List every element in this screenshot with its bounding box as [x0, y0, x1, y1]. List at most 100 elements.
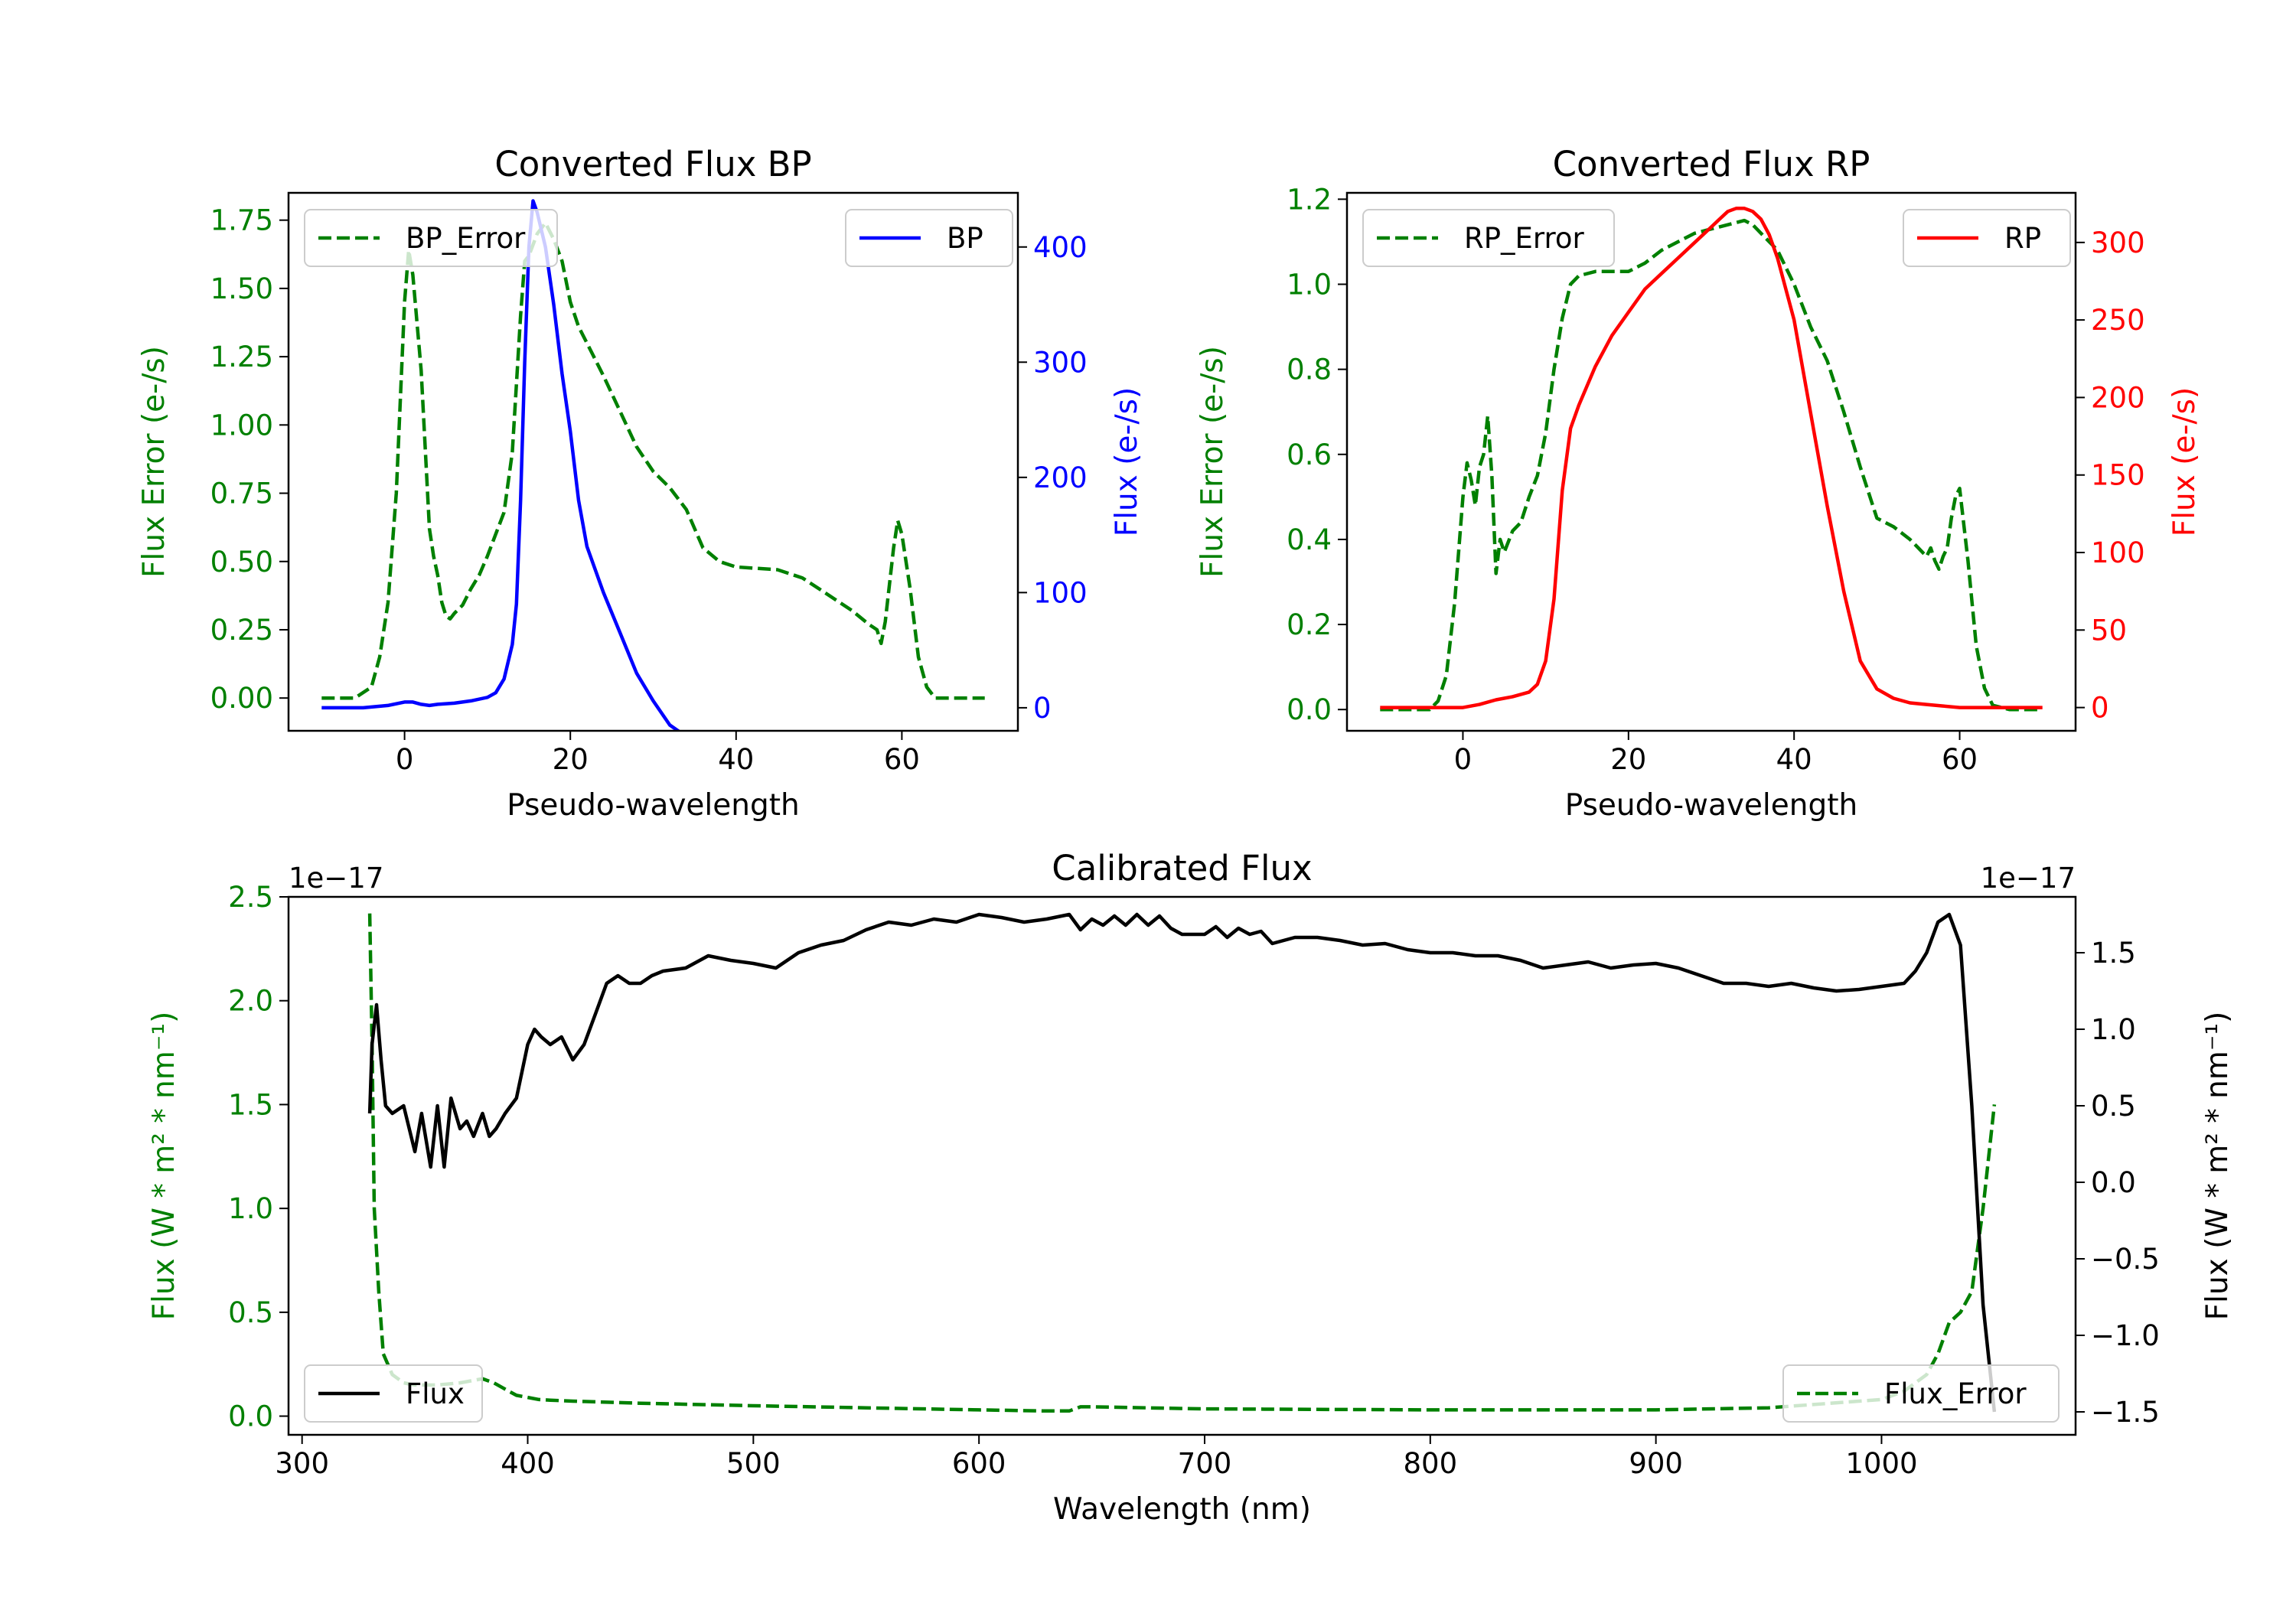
x-tick-label: 40	[1776, 743, 1812, 776]
y-right-tick-label: −0.5	[2091, 1243, 2160, 1276]
y-right-tick-label: 50	[2091, 614, 2127, 647]
series-line-flux	[367, 912, 1997, 1413]
x-axis-label: Pseudo-wavelength	[507, 788, 799, 823]
y-right-tick-label: 100	[2091, 536, 2145, 569]
y-right-tick-label: 0	[2091, 692, 2109, 725]
y-right-tick-label: 400	[1033, 231, 1088, 264]
y-left-tick-label: 0.0	[1287, 693, 1332, 726]
y-left-tick-label: 0.25	[210, 614, 273, 647]
y-right-tick-label: 1.0	[2091, 1013, 2136, 1046]
axes-frame	[287, 191, 1019, 732]
series-line-bp	[321, 199, 681, 731]
legend-rp: RP	[1903, 209, 2071, 267]
x-tick-label: 800	[1403, 1447, 1457, 1480]
legend-label: BP	[947, 222, 983, 255]
legend-label: BP_Error	[406, 222, 526, 255]
legend-rp-error: RP_Error	[1362, 209, 1615, 267]
chart-title: Converted Flux RP	[1553, 144, 1870, 184]
chart-title: Calibrated Flux	[1052, 848, 1312, 888]
x-tick-label: 500	[726, 1447, 781, 1480]
legend-flux: Flux	[304, 1364, 483, 1423]
x-tick-label: 20	[553, 743, 589, 776]
x-tick-label: 60	[1942, 743, 1978, 776]
legend-label: RP	[2004, 222, 2041, 255]
y-right-axis-label: Flux (e-/s)	[1110, 387, 1144, 536]
legend-box	[304, 209, 558, 267]
y-right-axis-label: Flux (W * m² * nm⁻¹)	[2200, 1012, 2235, 1321]
y-right-tick-label: 300	[2091, 227, 2145, 259]
legend-bp: BP	[845, 209, 1013, 267]
y-right-tick-label: 250	[2091, 304, 2145, 337]
y-right-tick-label: 300	[1033, 346, 1088, 379]
x-tick-label: 20	[1610, 743, 1646, 776]
y-left-tick-label: 1.00	[210, 409, 273, 442]
y-left-tick-label: 2.5	[228, 881, 273, 914]
y-left-tick-label: 1.0	[1287, 268, 1332, 301]
legend-flux-error: Flux_Error	[1782, 1364, 2060, 1423]
series-line-rp-error	[1380, 218, 2043, 712]
y-left-tick-label: 1.2	[1287, 183, 1332, 216]
y-left-tick-label: 1.5	[228, 1088, 273, 1121]
y-left-tick-label: 0.5	[228, 1296, 273, 1329]
y-right-tick-label: 0.0	[2091, 1166, 2136, 1199]
x-tick-label: 400	[501, 1447, 555, 1480]
y-left-tick-label: 1.25	[210, 341, 273, 373]
series-line-bp-error	[321, 221, 985, 700]
y-left-tick-label: 0.75	[210, 478, 273, 510]
y-right-tick-label: 200	[1033, 461, 1088, 494]
legend-box	[1782, 1364, 2060, 1423]
y-right-tick-label: −1.0	[2091, 1319, 2160, 1352]
legend-box	[845, 209, 1013, 267]
y-left-axis-label: Flux (W * m² * nm⁻¹)	[147, 1012, 181, 1321]
chart-rp: 0 20 40 60 0.0 0.2 0.4 0.6 0.8 1.0 1.2 0 50 100 150 200…	[1195, 144, 2202, 823]
x-tick-label: 0	[1454, 743, 1473, 776]
y-left-tick-label: 1.0	[228, 1192, 273, 1225]
y-left-tick-label: 1.75	[210, 204, 273, 237]
y-right-tick-label: 150	[2091, 459, 2145, 492]
y-left-axis-label: Flux Error (e-/s)	[137, 346, 171, 578]
y-right-offset-label: 1e−17	[1981, 862, 2076, 895]
legend-box	[1903, 209, 2071, 267]
legend-label: RP_Error	[1464, 222, 1584, 255]
y-left-tick-label: 0.0	[228, 1400, 273, 1433]
y-right-tick-label: 0	[1033, 692, 1052, 725]
x-tick-label: 300	[275, 1447, 329, 1480]
y-right-tick-label: 1.5	[2091, 937, 2136, 970]
chart-title: Converted Flux BP	[494, 144, 811, 184]
y-left-tick-label: 1.50	[210, 272, 273, 305]
y-left-tick-label: 2.0	[228, 985, 273, 1018]
x-tick-label: 600	[952, 1447, 1006, 1480]
y-left-tick-label: 0.4	[1287, 523, 1332, 556]
legend-label: Flux	[406, 1377, 465, 1410]
x-tick-label: 0	[396, 743, 414, 776]
x-tick-label: 40	[718, 743, 754, 776]
y-left-tick-label: 0.6	[1287, 438, 1332, 471]
y-left-tick-label: 0.00	[210, 682, 273, 715]
y-left-offset-label: 1e−17	[289, 862, 383, 895]
x-axis-label: Wavelength (nm)	[1053, 1492, 1311, 1527]
legend-label: Flux_Error	[1884, 1377, 2027, 1410]
y-left-axis-label: Flux Error (e-/s)	[1195, 346, 1230, 578]
x-axis-label: Pseudo-wavelength	[1565, 788, 1857, 823]
axes-frame	[287, 895, 2077, 1436]
legend-box	[304, 1364, 483, 1423]
x-tick-label: 900	[1629, 1447, 1683, 1480]
y-left-tick-label: 0.8	[1287, 354, 1332, 386]
y-left-tick-label: 0.50	[210, 546, 273, 579]
y-right-tick-label: 200	[2091, 381, 2145, 414]
chart-calibrated: 300 400 500 600 700 800 900 1000 0.0 0.5 1.0 1.5 2.0…	[147, 848, 2235, 1527]
y-right-axis-label: Flux (e-/s)	[2167, 387, 2202, 536]
x-tick-label: 60	[884, 743, 920, 776]
x-tick-label: 1000	[1845, 1447, 1917, 1480]
legend-bp-error: BP_Error	[304, 209, 558, 267]
y-left-tick-label: 0.2	[1287, 608, 1332, 641]
y-right-tick-label: 100	[1033, 576, 1088, 609]
axes-frame	[1345, 191, 2077, 732]
series-line-rp	[1380, 207, 2043, 709]
chart-bp: 0 20 40 60 0.00 0.25 0.50 0.75 1.00 1.25 1.50 1.75 0…	[137, 144, 1144, 823]
y-right-tick-label: 0.5	[2091, 1090, 2136, 1123]
x-tick-label: 700	[1178, 1447, 1232, 1480]
legend-box	[1362, 209, 1615, 267]
y-right-tick-label: −1.5	[2091, 1396, 2160, 1429]
